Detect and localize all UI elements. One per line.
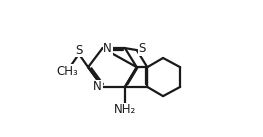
Text: N: N [93,80,102,93]
Text: NH₂: NH₂ [114,103,136,116]
Text: CH₃: CH₃ [56,65,78,78]
Text: N: N [103,42,112,55]
Text: S: S [138,42,146,55]
Text: S: S [75,44,83,57]
